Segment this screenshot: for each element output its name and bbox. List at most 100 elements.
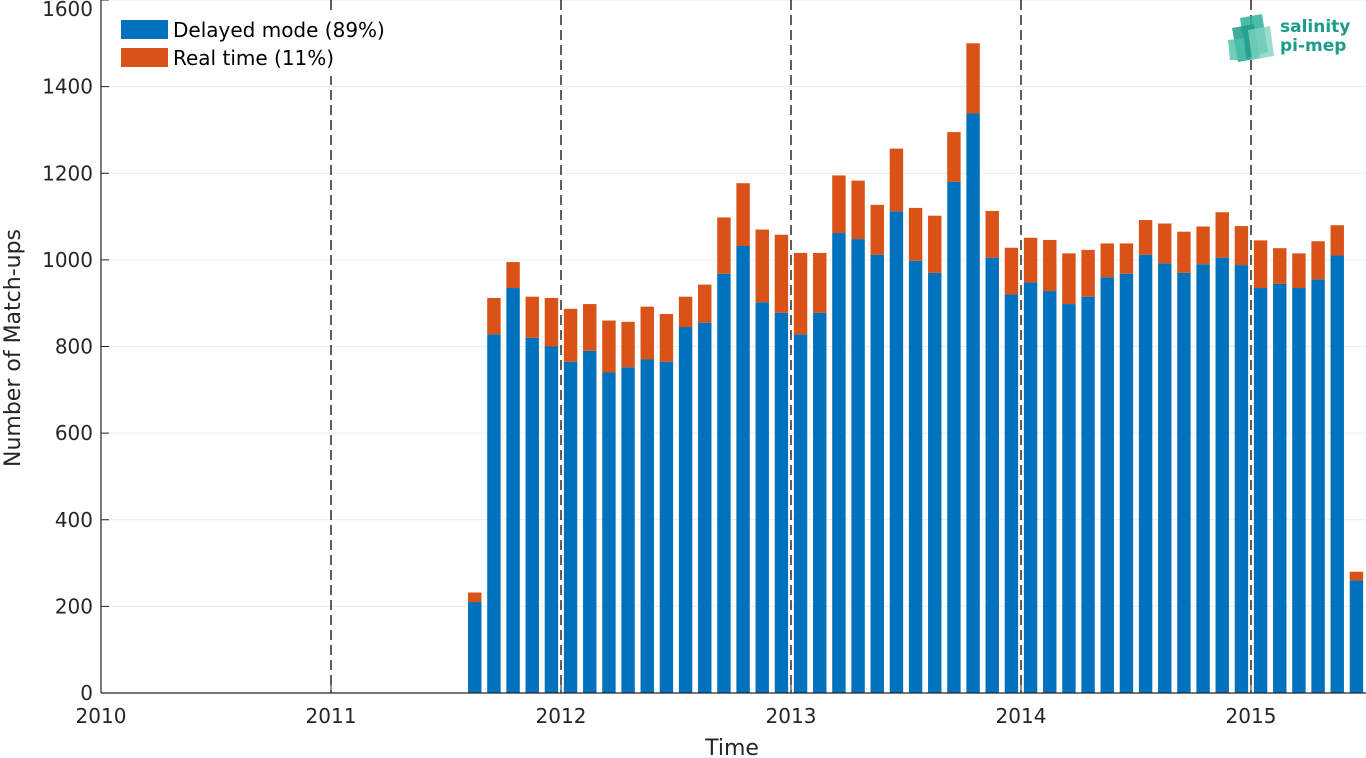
- bar-delayed-2012-09: [717, 273, 731, 693]
- bar-realtime-2013-12: [1004, 247, 1019, 295]
- legend: Delayed mode (89%) Real time (11%): [112, 10, 408, 76]
- bar-realtime-2014-03: [1062, 253, 1076, 305]
- y-tick-label: 800: [55, 335, 93, 359]
- salinity-pi-mep-logo: salinity pi-mep: [1228, 14, 1350, 62]
- bar-delayed-2013-10: [966, 113, 980, 694]
- y-axis-label: Number of Match-ups: [1, 229, 26, 467]
- x-tick-label-2014: 2014: [996, 704, 1047, 728]
- y-tick-label: 600: [55, 421, 93, 445]
- bars: [468, 43, 1364, 694]
- bar-realtime-2014-07: [1138, 220, 1153, 255]
- x-axis-label: Time: [704, 736, 759, 758]
- bar-delayed-2014-04: [1081, 296, 1095, 693]
- bar-delayed-2011-11: [525, 337, 539, 693]
- bar-realtime-2015-01: [1253, 240, 1268, 289]
- x-tick-label-2013: 2013: [766, 704, 817, 728]
- bar-realtime-2014-08: [1158, 223, 1172, 264]
- y-tick-label: 1600: [42, 0, 93, 21]
- bar-realtime-2012-06: [659, 314, 674, 362]
- bar-delayed-2013-12: [1004, 294, 1019, 693]
- bar-realtime-2012-12: [774, 234, 789, 313]
- bar-delayed-2014-07: [1138, 254, 1153, 693]
- bar-delayed-2015-05: [1330, 255, 1344, 694]
- bar-delayed-2014-11: [1215, 257, 1229, 693]
- bar-delayed-2012-01: [563, 361, 578, 693]
- bar-delayed-2012-06: [659, 361, 674, 693]
- bar-realtime-2012-03: [602, 320, 616, 373]
- bar-delayed-2012-04: [621, 367, 635, 693]
- bar-delayed-2013-07: [908, 260, 923, 693]
- y-tick-label: 200: [55, 594, 93, 618]
- x-tick-label-2010: 2010: [76, 704, 127, 728]
- bar-realtime-2013-08: [928, 215, 942, 273]
- bar-realtime-2013-01: [793, 252, 808, 335]
- bar-realtime-2013-05: [870, 204, 884, 255]
- bar-delayed-2011-12: [544, 346, 559, 693]
- bar-realtime-2012-04: [621, 321, 635, 368]
- bar-delayed-2011-08: [468, 602, 482, 693]
- bar-realtime-2014-05: [1100, 243, 1114, 278]
- legend-swatch-realtime: [121, 48, 168, 67]
- bar-delayed-2014-02: [1043, 291, 1057, 693]
- bar-delayed-2013-08: [928, 272, 942, 693]
- bar-realtime-2015-06: [1349, 571, 1364, 581]
- legend-label-realtime: Real time (11%): [173, 46, 334, 70]
- bar-realtime-2011-12: [544, 297, 559, 347]
- bar-delayed-2014-01: [1023, 282, 1038, 693]
- bar-realtime-2015-03: [1292, 253, 1306, 289]
- bar-delayed-2012-05: [640, 359, 654, 693]
- y-tick-label: 400: [55, 508, 93, 532]
- bar-realtime-2011-08: [468, 592, 482, 603]
- x-tick-label-2012: 2012: [536, 704, 587, 728]
- bar-delayed-2014-05: [1100, 277, 1114, 693]
- bar-delayed-2014-03: [1062, 304, 1076, 693]
- bar-realtime-2014-06: [1119, 243, 1134, 274]
- bar-realtime-2014-01: [1023, 237, 1038, 283]
- bar-delayed-2011-10: [506, 288, 520, 693]
- bar-delayed-2013-06: [889, 211, 904, 693]
- bar-realtime-2013-11: [985, 210, 999, 258]
- axes: [100, 0, 1366, 694]
- bar-realtime-2011-11: [525, 296, 539, 338]
- bar-realtime-2015-04: [1311, 241, 1325, 280]
- bar-delayed-2013-03: [832, 233, 846, 693]
- bar-delayed-2015-02: [1273, 283, 1287, 693]
- bar-delayed-2013-09: [947, 181, 961, 693]
- logo-mark-icon: [1228, 14, 1274, 62]
- bar-delayed-2012-07: [678, 327, 693, 693]
- bar-delayed-2012-12: [774, 312, 789, 693]
- bar-delayed-2013-05: [870, 254, 884, 693]
- bar-realtime-2013-07: [908, 207, 923, 261]
- bar-realtime-2012-08: [698, 284, 712, 323]
- bar-realtime-2015-02: [1273, 248, 1287, 284]
- logo-text-line2: pi-mep: [1280, 36, 1346, 56]
- bar-realtime-2014-02: [1043, 239, 1057, 292]
- x-tick-label-2015: 2015: [1226, 704, 1277, 728]
- bar-delayed-2015-06: [1349, 580, 1364, 693]
- y-tick-label: 1400: [42, 75, 93, 99]
- bar-realtime-2013-02: [813, 252, 827, 313]
- bar-delayed-2014-06: [1119, 273, 1134, 693]
- bar-delayed-2013-02: [813, 312, 827, 693]
- bar-realtime-2011-10: [506, 262, 520, 289]
- bar-realtime-2013-03: [832, 175, 846, 234]
- bar-realtime-2012-11: [755, 229, 769, 303]
- y-tick-label: 0: [80, 681, 93, 705]
- bar-realtime-2012-05: [640, 306, 654, 360]
- x-tick-label-2011: 2011: [306, 704, 357, 728]
- legend-label-delayed: Delayed mode (89%): [173, 18, 385, 42]
- bar-realtime-2012-02: [583, 304, 597, 351]
- bar-realtime-2013-09: [947, 132, 961, 182]
- bar-realtime-2013-04: [851, 180, 865, 240]
- year-separators: [330, 0, 1252, 693]
- y-tick-labels: 0 200 400 600 800 1000 1200 1400 1600: [42, 0, 93, 705]
- bar-delayed-2014-08: [1158, 263, 1172, 693]
- bar-delayed-2013-11: [985, 257, 999, 693]
- legend-swatch-delayed: [121, 20, 168, 39]
- bar-delayed-2014-12: [1234, 265, 1249, 693]
- bar-delayed-2015-04: [1311, 279, 1325, 693]
- bar-delayed-2011-09: [487, 334, 501, 693]
- bar-delayed-2014-10: [1196, 264, 1210, 693]
- bar-realtime-2013-10: [966, 43, 980, 114]
